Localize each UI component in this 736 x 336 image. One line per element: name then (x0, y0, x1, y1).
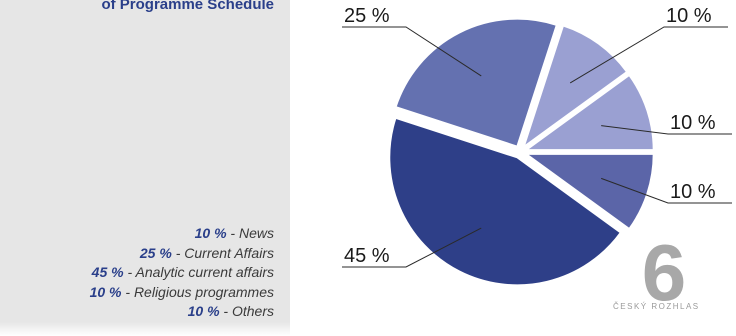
legend-item: 25 % - Current Affairs (90, 244, 274, 264)
legend-item-separator: - (121, 283, 134, 300)
legend-item-percent: 10 % (187, 303, 220, 320)
slice-label: 45 % (344, 245, 390, 267)
logo-glyph: 6 (642, 238, 687, 317)
legend-item: 10 % - News (90, 224, 274, 244)
legend-item-percent: 25 % (139, 244, 172, 261)
leader-line (342, 227, 482, 268)
legend-item: 10 % - Others (90, 302, 274, 322)
leader-line (569, 26, 728, 84)
legend-item-separator: - (219, 303, 232, 320)
pie-slice (394, 17, 559, 148)
legend-item-label: Current Affairs (184, 244, 274, 261)
leader-line (601, 125, 732, 135)
chart-legend: 10 % - News 25 % - Current Affairs 45 % - … (90, 224, 274, 322)
slice-label: 25 % (344, 5, 390, 27)
pie-slice (521, 24, 629, 150)
slice-label: 10 % (670, 181, 716, 203)
legend-item-percent: 45 % (91, 264, 124, 281)
chart-title: of Programme Schedule (101, 0, 274, 13)
legend-item-label: Others (231, 303, 274, 320)
slice-label: 10 % (670, 112, 716, 134)
cesky-rozhlas-logo: 6 ČESKÝ ROZHLAS (600, 228, 736, 318)
legend-item-separator: - (123, 264, 136, 281)
radio-6-logo-icon: 6 (642, 228, 687, 317)
leader-line (601, 177, 732, 204)
pie-slice (388, 116, 623, 287)
slice-label: 10 % (666, 5, 712, 27)
panel-bottom-fade (0, 322, 290, 336)
legend-item: 10 % - Religious programmes (90, 283, 274, 303)
legend-item: 45 % - Analytic current affairs (90, 263, 274, 283)
leader-line (342, 26, 482, 77)
legend-item-label: News (238, 225, 274, 241)
legend-item-percent: 10 % (194, 225, 227, 241)
pie-slice (522, 73, 655, 152)
pie-slice (522, 152, 655, 231)
legend-item-percent: 10 % (89, 283, 122, 300)
legend-panel: of Programme Schedule 10 % - News 25 % - … (0, 0, 290, 336)
logo-wordmark: ČESKÝ ROZHLAS (613, 302, 700, 311)
legend-item-label: Analytic current affairs (135, 264, 275, 281)
legend-item-separator: - (171, 244, 185, 261)
legend-item-label: Religious programmes (133, 283, 274, 300)
legend-item-separator: - (226, 225, 239, 241)
